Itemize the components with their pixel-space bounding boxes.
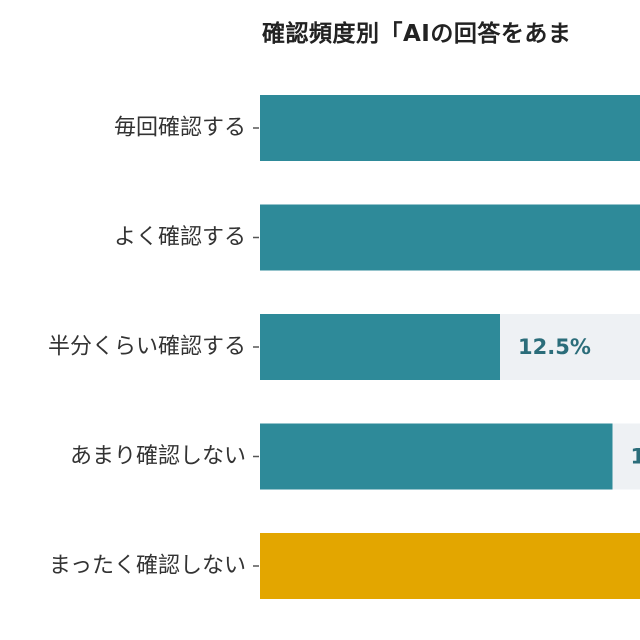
- y-tick-label: 半分くらい確認する: [48, 335, 246, 360]
- bar-2: [260, 204, 640, 271]
- bar-1: [260, 95, 640, 161]
- bar-4: [260, 423, 613, 490]
- bar-5: [260, 533, 640, 599]
- chart-title: 確認頻度別「AIの回答をあま: [262, 21, 572, 47]
- y-tick-label: あまり確認しない: [70, 444, 246, 469]
- data-label: 12.5%: [518, 335, 591, 359]
- bar-3: [260, 314, 500, 380]
- y-tick-label: よく確認する: [114, 225, 246, 250]
- data-label: 1: [631, 445, 640, 469]
- y-tick-label: まったく確認しない: [49, 554, 246, 579]
- y-tick-label: 毎回確認する: [114, 116, 246, 141]
